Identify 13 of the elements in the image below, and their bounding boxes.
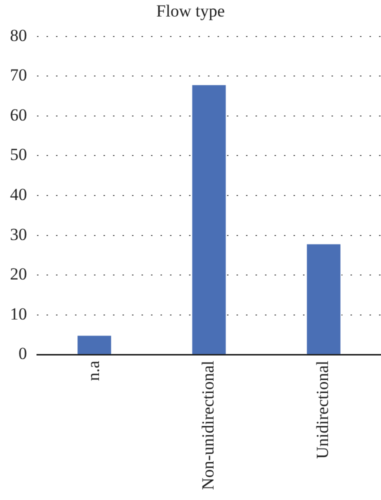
y-tick-label: 0 — [18, 344, 27, 364]
x-tick-label: Unidirectional — [313, 360, 332, 459]
y-tick-label: 50 — [10, 145, 27, 164]
y-tick-label: 20 — [10, 264, 27, 284]
y-tick-label: 40 — [10, 184, 27, 204]
y-tick-label: 70 — [10, 66, 27, 85]
y-tick-label: 60 — [10, 105, 27, 124]
y-tick-label: 30 — [10, 224, 27, 244]
y-tick-label: 80 — [10, 26, 27, 45]
y-tick-label: 10 — [10, 304, 27, 324]
x-tick-label: Non-unidirectional — [198, 360, 218, 490]
x-tick-label: n.a — [84, 360, 103, 381]
chart-title: Flow type — [156, 2, 225, 21]
